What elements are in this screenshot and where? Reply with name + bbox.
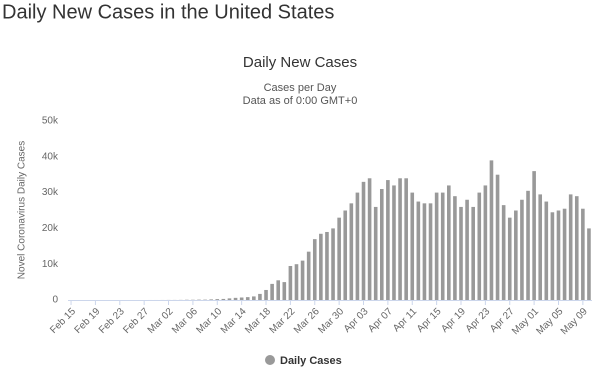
bar (239, 297, 244, 300)
bar (386, 180, 390, 300)
bar (514, 210, 518, 300)
bar (459, 206, 463, 300)
legend-label: Daily Cases (280, 355, 342, 367)
bar (264, 289, 268, 300)
x-tick-label: Mar 06 (170, 306, 200, 336)
bar (319, 233, 323, 300)
bar (587, 228, 591, 300)
bar (447, 185, 451, 300)
x-tick-label: Mar 10 (194, 306, 224, 336)
bar (477, 192, 482, 300)
x-tick-label: Mar 02 (146, 306, 176, 336)
bar (233, 297, 238, 300)
bar (252, 296, 256, 300)
y-tick-label: 10k (42, 259, 59, 270)
bar (453, 196, 457, 300)
bar (355, 192, 360, 300)
bar (428, 203, 433, 300)
bar (410, 192, 415, 300)
x-tick-label: Mar 26 (292, 306, 322, 336)
bar (209, 299, 213, 300)
bar (367, 178, 372, 300)
bar (331, 228, 335, 300)
x-tick-label: Apr 15 (415, 306, 444, 335)
x-tick-label: Apr 11 (391, 306, 419, 334)
x-tick-label: Mar 30 (316, 306, 346, 336)
bar (489, 160, 494, 300)
bar (526, 190, 530, 300)
bar (495, 174, 500, 300)
bar (221, 298, 226, 300)
bar (416, 201, 421, 300)
bar (312, 239, 317, 300)
legend-marker (265, 355, 275, 365)
x-tick-label: May 09 (559, 306, 590, 337)
bar (300, 260, 305, 300)
bar (574, 196, 579, 300)
bar (294, 264, 299, 300)
x-tick-label: Feb 15 (48, 306, 78, 336)
bar (306, 251, 311, 300)
bar (550, 212, 555, 300)
bar (422, 203, 427, 300)
bar (337, 217, 341, 300)
bar (544, 201, 549, 300)
bar (343, 210, 348, 300)
y-axis-label: Novel Coronavirus Daily Cases (17, 141, 28, 279)
x-tick-label: Apr 07 (366, 306, 395, 335)
bar (532, 171, 536, 300)
x-tick-label: Apr 03 (342, 306, 371, 335)
bar (520, 199, 524, 300)
bar (562, 208, 567, 300)
x-tick-label: Feb 27 (121, 306, 151, 336)
y-tick-label: 50k (42, 116, 59, 127)
bar (568, 194, 573, 300)
page-title: Daily New Cases in the United States (2, 1, 334, 23)
bar (538, 194, 543, 300)
bar (379, 189, 384, 300)
x-tick-label: Feb 19 (73, 306, 103, 336)
y-tick-label: 40k (42, 151, 59, 162)
bar (507, 217, 512, 300)
x-tick-label: Mar 22 (268, 306, 298, 336)
bar (245, 297, 250, 300)
x-tick-label: Feb 23 (97, 306, 127, 336)
bar (349, 203, 354, 300)
bar (465, 199, 469, 300)
bar (282, 282, 287, 300)
chart-subtitle: Data as of 0:00 GMT+0 (243, 95, 358, 107)
x-tick-label: Apr 19 (439, 306, 468, 335)
bar (581, 208, 585, 300)
bar (501, 205, 506, 300)
y-tick-label: 20k (42, 223, 59, 234)
bar (258, 293, 262, 300)
x-tick-label: Mar 14 (219, 306, 249, 336)
bar (471, 206, 475, 300)
bar (270, 283, 274, 300)
x-tick-label: Mar 18 (243, 306, 273, 336)
bar (440, 192, 445, 300)
bar (434, 192, 439, 300)
bar (373, 206, 378, 300)
chart-subtitle: Cases per Day (264, 82, 337, 94)
bar (361, 181, 366, 300)
x-tick-label: Apr 23 (464, 306, 493, 335)
bar (398, 178, 402, 300)
bar (404, 178, 408, 300)
bar (556, 210, 561, 300)
bar (288, 265, 293, 300)
bar (276, 280, 281, 300)
bar (215, 299, 220, 300)
chart-title: Daily New Cases (243, 54, 357, 71)
bar (392, 185, 396, 300)
y-tick-label: 30k (42, 187, 59, 198)
bar (227, 298, 232, 300)
bar (325, 231, 329, 300)
y-tick-label: 0 (52, 295, 58, 306)
bar (483, 185, 488, 300)
